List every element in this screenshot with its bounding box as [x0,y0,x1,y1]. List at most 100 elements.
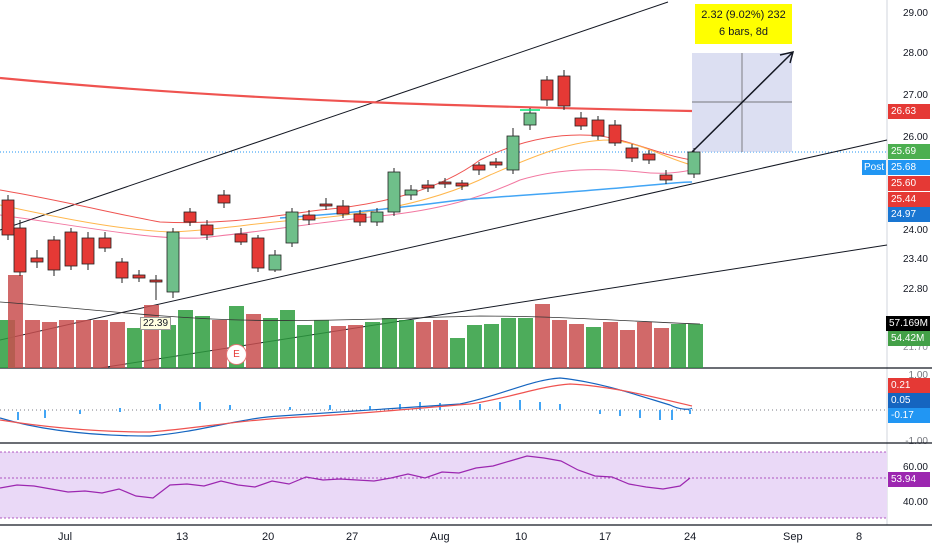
volume-bar [399,320,414,368]
price-range-tool[interactable] [691,50,795,153]
candle-body [489,161,503,166]
volume-bar [671,324,686,368]
volume-bar [314,320,329,368]
rsi-pane[interactable] [0,451,887,519]
volume-ma-line [0,301,701,325]
volume-bar [110,322,125,368]
time-tick: 20 [262,531,275,543]
volume-bar [654,328,669,368]
volume-bar [195,316,210,368]
candlesticks[interactable] [1,70,701,300]
ma-price-label: 25.44 [888,192,930,207]
candle-body [30,257,44,263]
volume-bar [42,322,57,368]
post-market-badge: Post [862,160,886,175]
volume-bar [467,325,482,368]
volume-bar [450,338,465,368]
measure-arrowhead [779,50,795,64]
volume-bar [365,322,380,368]
candle-body [251,237,265,269]
ma50-line [0,169,693,239]
candle-body [200,224,214,236]
volume-bar [603,322,618,368]
chart-panels [0,0,932,526]
macd-signal-line [0,383,693,433]
time-tick: Aug [430,531,450,543]
rsi-tick: 40.00 [902,497,928,508]
measure-info-box[interactable]: 2.32 (9.02%) 232 6 bars, 8d [695,4,792,44]
macd-hist-label: -0.17 [888,408,930,423]
candle-body [438,181,452,185]
candle-body [455,182,469,187]
rsi-line [0,455,691,499]
volume-bar [518,318,533,368]
rsi-band [0,452,887,518]
macd-pane[interactable] [0,377,693,437]
volume-bar [637,322,652,368]
time-tick: 17 [599,531,612,543]
channel-upper-line [0,1,669,231]
volume-bar [263,318,278,368]
volume-bar [8,275,23,368]
candle-body [13,227,27,273]
macd-line-label: 0.05 [888,393,930,408]
measure-change: 2.32 (9.02%) 232 [701,9,786,21]
volume-bar [569,324,584,368]
macd-signal-label: 0.21 [888,378,930,393]
ma200-line [0,76,693,113]
macd-tick: 1.00 [908,370,928,381]
volume-bar [535,304,550,368]
candle-body [336,205,350,215]
volume-bar [348,325,363,368]
volume-bar [178,310,193,368]
candle-body [591,119,605,137]
time-tick: 13 [176,531,189,543]
volume-bar [552,320,567,368]
candle-body [149,279,163,283]
time-tick: 8 [856,531,863,543]
price-tick: 27.00 [902,90,928,101]
candle-body [166,231,180,293]
candle-body [183,211,197,223]
candle-body [319,203,333,207]
ma200-price-label: 26.63 [888,104,930,119]
rsi-value-label: 53.94 [888,472,930,487]
candle-body [472,164,486,171]
candle-body [540,79,554,101]
candle-body [1,199,15,236]
time-tick: 27 [346,531,359,543]
earnings-badge[interactable]: E [226,344,247,365]
candle-body [421,184,435,189]
candle-body [285,211,299,244]
candle-body [47,239,61,271]
price-tick: 21.70 [902,342,928,353]
post-price-label: 25.68 [888,160,930,175]
volume-bar [688,324,703,368]
last-price-label: 25.69 [888,144,930,159]
price-tick: 28.00 [902,48,928,59]
volume-bars [0,275,703,368]
volume-bar [620,330,635,368]
candle-body [404,189,418,196]
candle-body [64,231,78,267]
volume-bar [161,325,176,368]
volume-ma-label: 57.169M [886,316,930,331]
price-tick: 29.00 [902,8,928,19]
candle-body [217,194,231,204]
measure-arrow [691,52,793,153]
volume-bar [416,322,431,368]
ma-price-label: 25.60 [888,176,930,191]
volume-bar [331,326,346,368]
volume-bar [127,328,142,368]
candle-body [387,171,401,213]
candle-body [687,151,701,175]
time-tick: 10 [515,531,528,543]
candle-body [268,254,282,271]
candle-body [115,261,129,279]
measure-bars: 6 bars, 8d [719,26,768,38]
candle-body [659,174,673,181]
macd-tick: -1.00 [905,436,928,447]
candle-body [370,211,384,223]
ma-blue-line [279,181,693,219]
